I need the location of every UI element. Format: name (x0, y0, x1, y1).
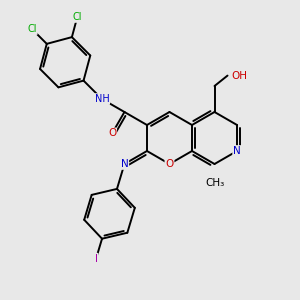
Text: O: O (108, 128, 116, 138)
Text: OH: OH (232, 70, 247, 81)
Text: Cl: Cl (73, 12, 82, 22)
Text: Cl: Cl (27, 24, 37, 34)
Text: CH₃: CH₃ (205, 178, 224, 188)
Text: O: O (165, 159, 174, 169)
Text: N: N (121, 159, 128, 169)
Text: NH: NH (94, 94, 109, 104)
Text: I: I (94, 254, 98, 264)
Text: N: N (233, 146, 241, 156)
